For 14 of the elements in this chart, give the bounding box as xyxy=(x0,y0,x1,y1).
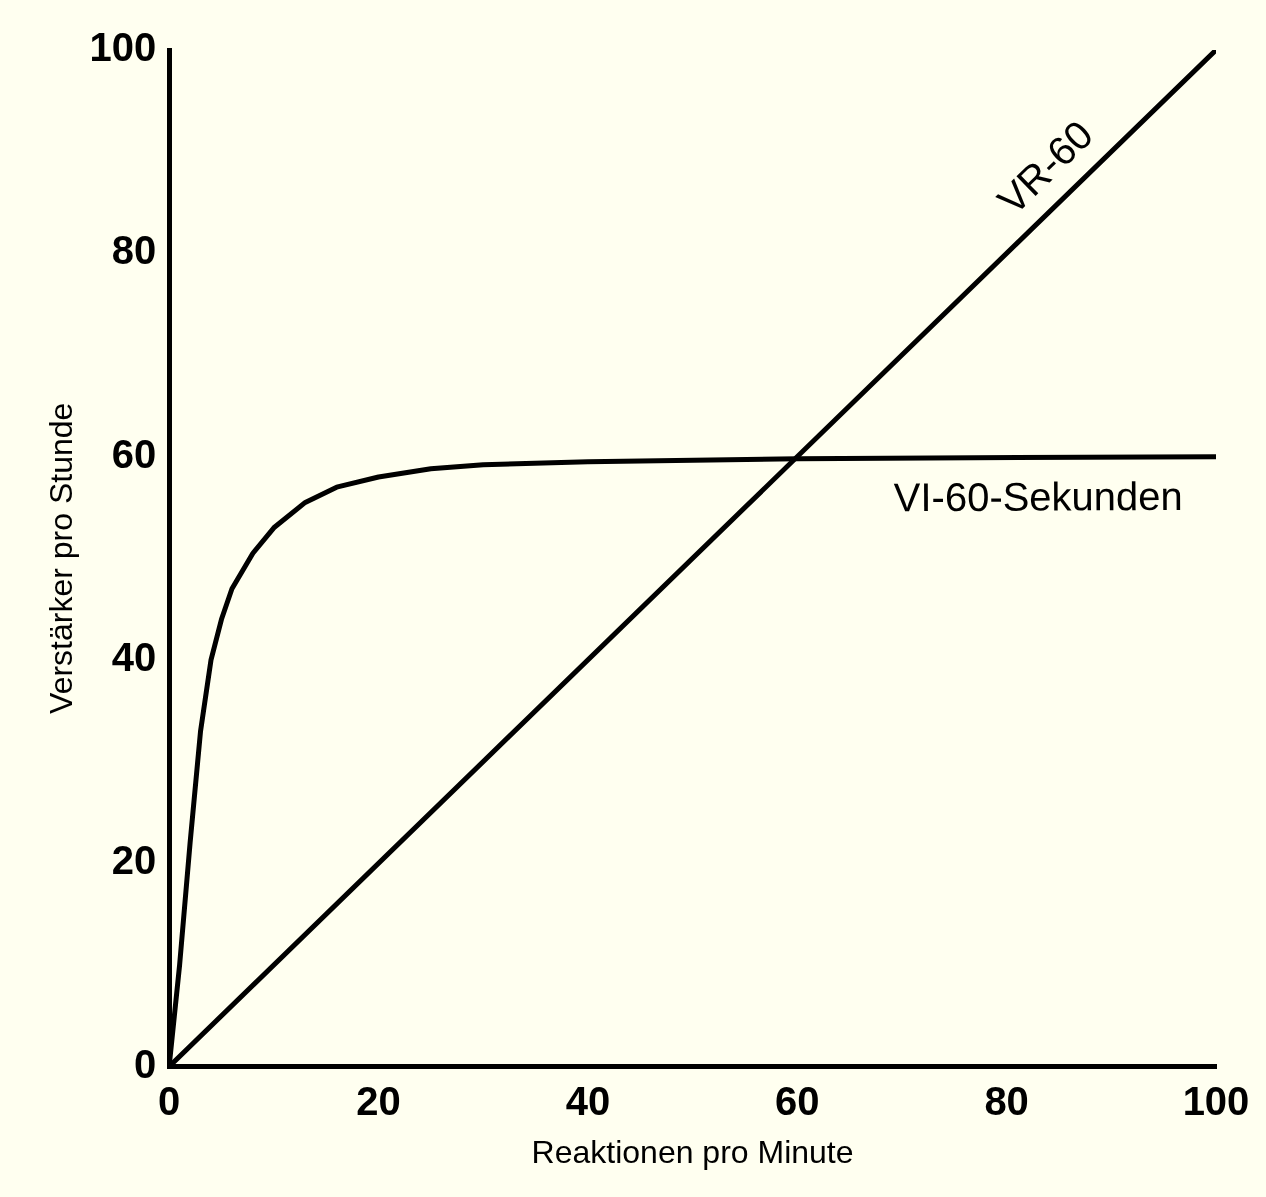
y-tick-label: 40 xyxy=(111,634,157,679)
x-tick-label: 60 xyxy=(775,1078,820,1123)
y-axis-title: Verstärker pro Stunde xyxy=(43,402,80,714)
y-tick-label: 100 xyxy=(89,25,157,70)
y-tick-label: 0 xyxy=(133,1041,157,1086)
x-axis-title: Reaktionen pro Minute xyxy=(531,1133,854,1170)
x-tick-label: 80 xyxy=(984,1078,1029,1123)
x-tick-label: 40 xyxy=(565,1078,611,1123)
y-tick-label: 80 xyxy=(111,228,157,273)
y-tick-label: 60 xyxy=(111,431,157,476)
y-tick-label: 20 xyxy=(111,838,157,883)
series-label: VI-60-Sekunden xyxy=(893,473,1183,520)
x-tick-label: 100 xyxy=(1182,1078,1250,1123)
x-tick-label: 20 xyxy=(356,1078,401,1123)
